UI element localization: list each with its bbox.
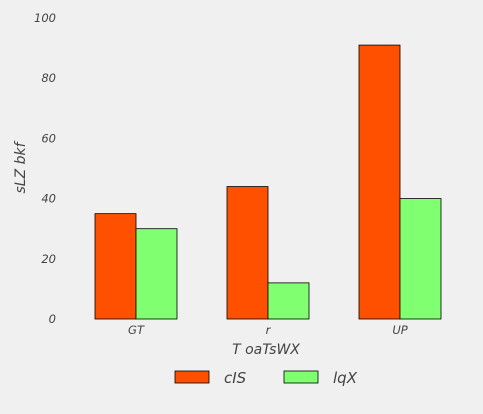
bar-lqX-r	[267, 282, 310, 320]
x-tick-label: GT	[128, 323, 145, 337]
legend: cIS lqX	[174, 369, 358, 387]
y-tick-label: 80	[41, 71, 56, 85]
bar-cIS-r	[226, 186, 269, 320]
legend-swatch-cIS	[174, 370, 210, 384]
legend-label: lqX	[333, 369, 358, 387]
y-tick-label: 100	[34, 11, 56, 25]
legend-swatch-lqX	[283, 370, 319, 384]
x-axis-ticks: GT r UP	[128, 323, 408, 337]
x-axis-label: T oaTsWX	[232, 342, 300, 358]
bars	[94, 44, 442, 320]
y-tick-label: 60	[41, 131, 56, 145]
y-axis-ticks: 0 20 40 60 80 100	[34, 11, 56, 326]
bar-cIS-UP	[358, 44, 401, 320]
bar-lqX-GT	[135, 228, 178, 320]
x-tick-label: r	[266, 323, 272, 337]
x-tick-label: UP	[392, 323, 407, 337]
legend-label: cIS	[224, 369, 247, 387]
y-tick-label: 40	[41, 192, 56, 206]
y-tick-label: 0	[49, 312, 56, 326]
bar-lqX-UP	[399, 198, 442, 320]
y-axis-label: sLZ bkf	[13, 140, 29, 193]
y-tick-label: 20	[41, 252, 56, 266]
bar-cIS-GT	[94, 213, 137, 320]
